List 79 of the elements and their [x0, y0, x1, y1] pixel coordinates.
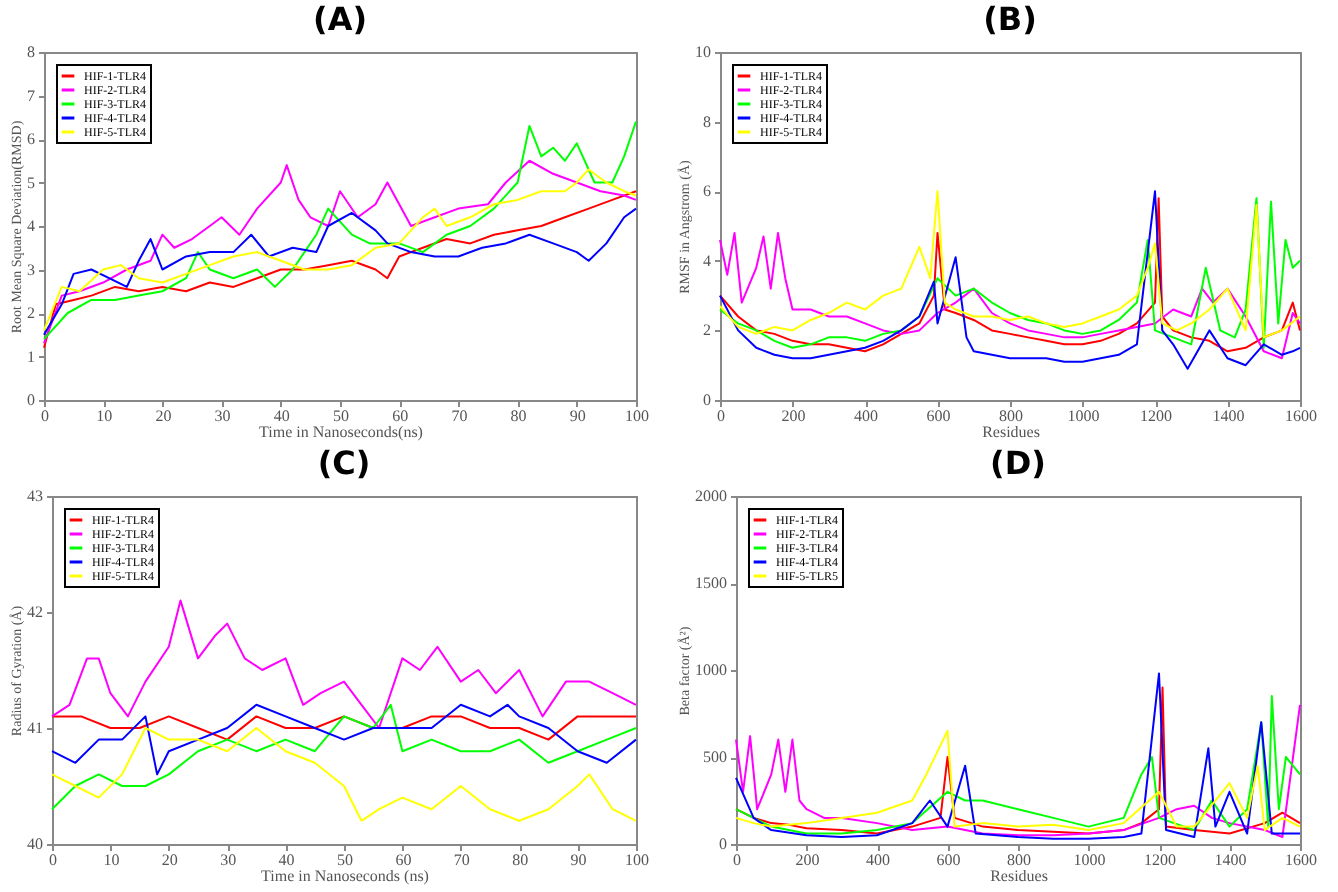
x-tick-label: 1400 — [1214, 851, 1247, 869]
line-series — [51, 599, 637, 729]
x-tick-label: 200 — [795, 851, 820, 869]
chart-title: (C) — [317, 444, 371, 482]
y-tick-label: 1 — [27, 347, 35, 366]
x-tick-label: 70 — [451, 407, 468, 425]
line-series — [43, 207, 637, 336]
y-tick-label: 2000 — [695, 487, 727, 505]
x-tick-label: 1200 — [1144, 851, 1176, 869]
x-tick-label: 1400 — [1212, 407, 1245, 425]
y-tick-label: 4 — [703, 251, 711, 270]
x-tick-label: 1000 — [1073, 851, 1106, 869]
x-tick-label: 1600 — [1285, 851, 1317, 869]
x-tick-label: 90 — [570, 851, 587, 869]
x-axis-title: Residues — [982, 423, 1040, 441]
x-axis-title: Time in Nanoseconds (ns) — [261, 867, 430, 885]
x-tick-label: 50 — [333, 407, 349, 425]
x-tick-label: 60 — [392, 407, 409, 425]
x-tick-label: 40 — [278, 851, 295, 869]
y-tick-label: 43 — [27, 487, 43, 505]
y-tick-label: 3 — [27, 260, 35, 279]
line-series — [51, 703, 637, 776]
x-tick-label: 20 — [161, 851, 178, 869]
x-tick-label: 60 — [395, 851, 412, 869]
line-series — [51, 703, 637, 811]
x-axis-title: Residues — [990, 867, 1048, 885]
x-tick-label: 0 — [49, 851, 57, 869]
y-tick-label: 0 — [27, 391, 35, 409]
x-tick-label: 90 — [569, 407, 586, 425]
x-tick-label: 80 — [512, 851, 529, 869]
chart-title: (D) — [990, 444, 1046, 482]
x-tick-label: 800 — [1007, 851, 1031, 869]
y-tick-label: 2 — [703, 321, 711, 340]
x-tick-label: 200 — [781, 407, 806, 425]
x-tick-label: 40 — [273, 407, 290, 425]
chart-title: (A) — [312, 0, 368, 38]
y-tick-label: 8 — [27, 43, 35, 61]
y-tick-label: 10 — [695, 43, 711, 61]
y-tick-label: 6 — [27, 130, 35, 148]
y-tick-label: 7 — [27, 86, 35, 105]
y-tick-label: 6 — [703, 182, 711, 201]
x-tick-label: 600 — [926, 407, 951, 425]
x-tick-label: 10 — [103, 851, 120, 869]
line-series — [43, 190, 637, 349]
line-series — [43, 120, 637, 341]
x-tick-label: 100 — [625, 407, 649, 425]
y-tick-label: 41 — [27, 719, 43, 737]
y-tick-label: 500 — [703, 748, 727, 766]
line-series — [719, 231, 1301, 360]
x-tick-label: 10 — [96, 407, 113, 425]
y-tick-label: 40 — [27, 835, 43, 853]
x-tick-label: 70 — [453, 851, 470, 869]
y-tick-label: 0 — [719, 835, 727, 853]
x-tick-label: 20 — [155, 407, 172, 425]
chart-title: (B) — [983, 0, 1037, 38]
x-axis-title: Time in Nanoseconds(ns) — [259, 423, 424, 441]
y-tick-label: 0 — [703, 391, 711, 409]
x-tick-label: 100 — [625, 851, 649, 869]
x-tick-label: 80 — [510, 407, 527, 425]
x-tick-label: 30 — [214, 407, 231, 425]
y-tick-label: 5 — [27, 173, 35, 192]
y-tick-label: 1500 — [695, 574, 727, 592]
y-tick-label: 8 — [703, 112, 711, 131]
x-tick-label: 1200 — [1140, 407, 1172, 425]
y-tick-label: 2 — [27, 304, 35, 322]
x-tick-label: 50 — [337, 851, 353, 869]
line-series — [735, 729, 1301, 832]
y-tick-label: 1000 — [695, 661, 727, 679]
x-tick-label: 400 — [866, 851, 890, 869]
y-tick-label: 4 — [27, 217, 35, 235]
x-tick-label: 0 — [733, 851, 741, 869]
x-tick-label: 30 — [220, 851, 237, 869]
y-tick-label: 42 — [27, 603, 43, 621]
x-tick-label: 600 — [936, 851, 961, 869]
x-tick-label: 800 — [999, 407, 1023, 425]
x-tick-label: 1600 — [1285, 407, 1317, 425]
line-series — [51, 727, 637, 822]
x-tick-label: 1000 — [1067, 407, 1100, 425]
x-tick-label: 400 — [854, 407, 878, 425]
